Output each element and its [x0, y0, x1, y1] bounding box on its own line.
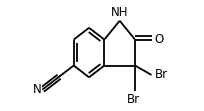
- Text: NH: NH: [111, 6, 129, 19]
- Text: Br: Br: [127, 93, 140, 106]
- Text: N: N: [33, 83, 41, 96]
- Text: Br: Br: [154, 68, 167, 81]
- Text: O: O: [154, 33, 164, 46]
